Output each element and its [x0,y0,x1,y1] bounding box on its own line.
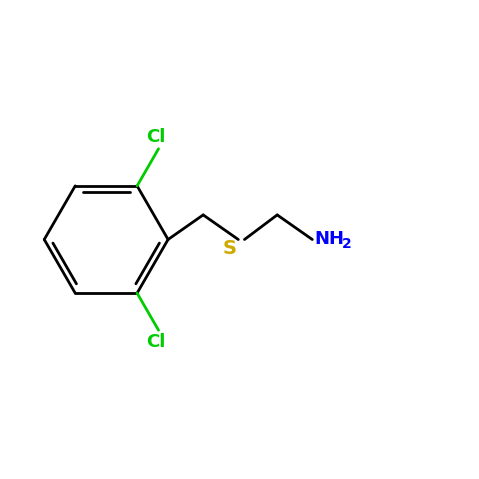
Text: NH: NH [315,229,345,248]
Text: Cl: Cl [147,128,166,147]
Text: S: S [223,239,237,258]
Text: 2: 2 [342,237,352,251]
Text: Cl: Cl [147,332,166,351]
